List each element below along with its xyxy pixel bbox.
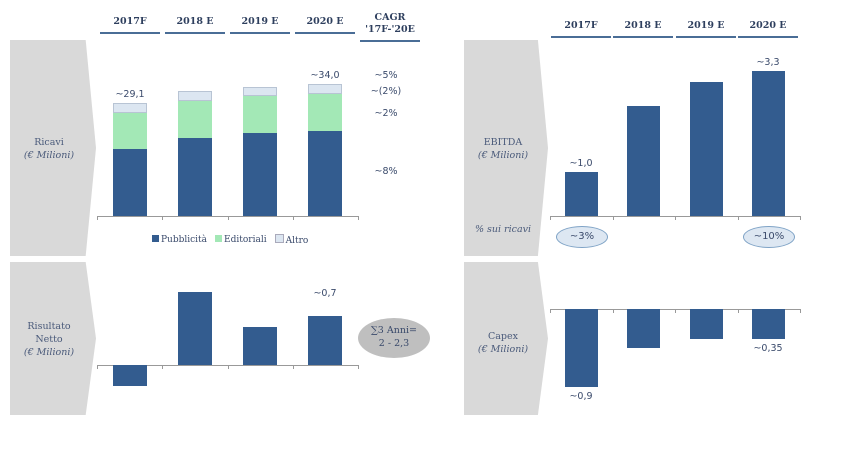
- axis-tick: [292, 216, 294, 220]
- legend: Pubblicità Editoriali Altro: [152, 234, 308, 246]
- bar-editoriali: [308, 94, 342, 132]
- header-3: 2020 E: [738, 20, 798, 38]
- data-label: ~3,3: [756, 56, 780, 68]
- bar-altro: [113, 103, 147, 114]
- bar-altro: [308, 84, 342, 95]
- axis-tick: [800, 216, 801, 220]
- axis-tick: [292, 365, 294, 369]
- risultato-title: Risultato Netto (€ Milioni): [23, 321, 75, 358]
- bar: [178, 291, 212, 365]
- header-1: 2018 E: [165, 16, 225, 34]
- bar: [113, 365, 147, 386]
- ebitda-panel: [464, 40, 548, 256]
- cagr-header: CAGR '17F-'20E: [360, 12, 420, 42]
- cagr-value: ~8%: [374, 166, 398, 177]
- data-label: ~1,0: [569, 158, 593, 169]
- legend-pubblicita: Pubblicità: [152, 235, 207, 245]
- header-1: 2018 E: [613, 20, 673, 38]
- data-label: ~0,35: [753, 343, 783, 355]
- header-2: 2019 E: [676, 20, 736, 38]
- risultato-panel: [10, 262, 96, 415]
- legend-editoriali: Editoriali: [215, 235, 267, 245]
- data-label: ~0,9: [569, 391, 593, 403]
- cagr-value: ~2%: [374, 108, 398, 119]
- bar: [751, 70, 785, 216]
- bar-pubblicità: [243, 132, 277, 216]
- axis-tick: [97, 216, 98, 220]
- axis-tick: [162, 216, 164, 220]
- data-label: ~0,7: [313, 288, 337, 299]
- axis-tick: [675, 309, 676, 313]
- axis-tick: [800, 309, 801, 313]
- axis-tick: [737, 216, 739, 220]
- margin-oval: ~3%: [556, 226, 608, 248]
- margin-oval: ~10%: [743, 226, 795, 248]
- bar: [751, 309, 785, 340]
- data-label: ~34,0: [310, 70, 340, 82]
- bar-altro: [243, 87, 277, 97]
- bar: [626, 309, 660, 348]
- bar-pubblicità: [308, 131, 342, 216]
- header-2: 2019 E: [230, 16, 290, 34]
- bar: [564, 172, 598, 216]
- axis-tick: [358, 216, 359, 220]
- bar: [689, 309, 723, 340]
- header-0: 2017F: [100, 16, 160, 34]
- sum-note: ∑3 Anni= 2 - 2,3: [358, 318, 430, 358]
- axis-tick: [97, 365, 98, 369]
- bar: [626, 106, 660, 216]
- bar: [308, 316, 342, 365]
- bar-altro: [178, 91, 212, 102]
- axis-tick: [550, 216, 551, 220]
- header-0: 2017F: [551, 20, 611, 38]
- axis-tick: [162, 365, 164, 369]
- capex-title: Capex (€ Milioni): [477, 331, 529, 355]
- axis-tick: [227, 365, 229, 369]
- axis-tick: [550, 309, 551, 313]
- bar: [689, 81, 723, 216]
- bar-pubblicità: [113, 148, 147, 216]
- axis-tick: [737, 309, 739, 313]
- capex-panel: [464, 262, 548, 415]
- ebitda-title: EBITDA (€ Milioni): [477, 137, 529, 161]
- cagr-value: ~(2%): [370, 86, 402, 97]
- bar: [564, 309, 598, 388]
- bar-editoriali: [243, 96, 277, 133]
- axis-tick: [612, 216, 614, 220]
- header-3: 2020 E: [295, 16, 355, 34]
- axis-tick: [227, 216, 229, 220]
- bar-editoriali: [178, 101, 212, 138]
- ricavi-title: Ricavi (€ Milioni): [23, 137, 75, 161]
- bar-pubblicità: [178, 138, 212, 216]
- data-label: ~29,1: [115, 89, 145, 101]
- axis-tick: [358, 365, 359, 369]
- ricavi-panel: [10, 40, 96, 256]
- axis-tick: [612, 309, 614, 313]
- bar-editoriali: [113, 113, 147, 149]
- cagr-value: ~5%: [374, 70, 398, 81]
- ebitda-margin-label: % sui ricavi: [474, 224, 532, 235]
- bar: [243, 326, 277, 365]
- legend-altro: Altro: [274, 234, 308, 246]
- axis-tick: [675, 216, 676, 220]
